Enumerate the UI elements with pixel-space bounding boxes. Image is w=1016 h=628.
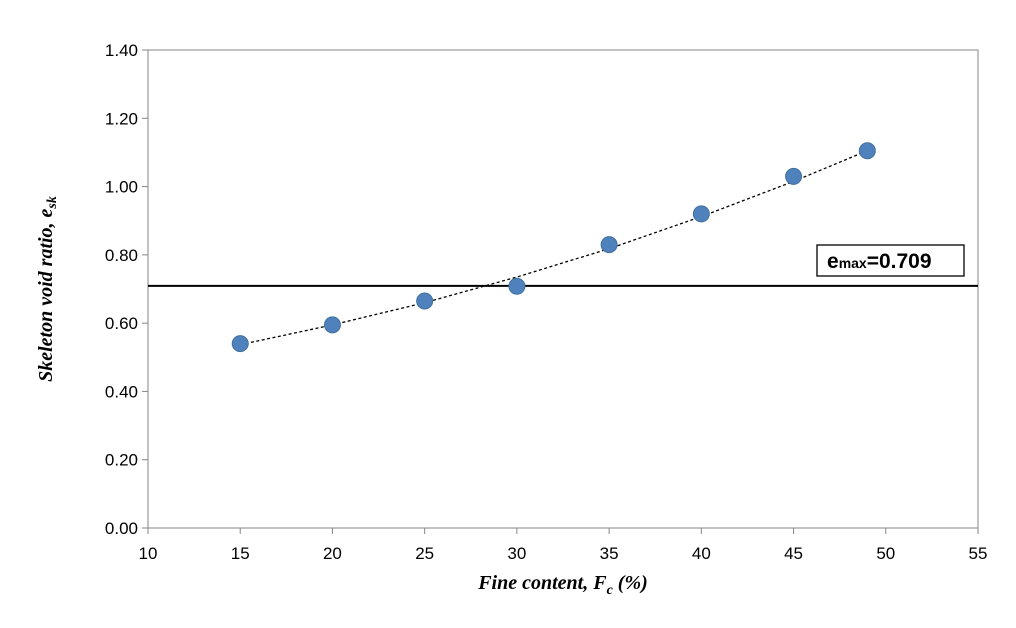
annotation-main: e [827, 250, 839, 273]
y-tick-label: 1.20 [105, 109, 138, 128]
y-tick-label: 0.40 [105, 382, 138, 401]
y-tick-label: 1.00 [105, 178, 138, 197]
y-tick-label: 0.60 [105, 314, 138, 333]
x-axis-title-main: Fine content, F [477, 572, 607, 594]
plot-area [147, 49, 979, 529]
x-axis-title-suffix: (%) [613, 572, 648, 594]
x-tick-label: 40 [692, 544, 711, 563]
x-tick-label: 55 [969, 544, 988, 563]
x-axis-title-sub: c [607, 583, 614, 598]
y-axis-title: Skeleton void ratio, esk [35, 196, 60, 382]
annotation-value: =0.709 [867, 250, 932, 273]
x-tick-label: 35 [600, 544, 619, 563]
y-tick-label: 0.20 [105, 451, 138, 470]
x-tick-label: 10 [139, 544, 158, 563]
data-point [785, 167, 803, 185]
data-point [323, 316, 341, 334]
data-point [508, 277, 526, 295]
x-tick-label: 30 [507, 544, 526, 563]
x-tick-label: 25 [415, 544, 434, 563]
y-axis-title-sub: sk [45, 196, 60, 209]
y-tick-label: 0.00 [105, 519, 138, 538]
y-axis-title-main: Skeleton void ratio, e [35, 208, 57, 381]
plot-frame [147, 49, 979, 529]
x-axis-ticks: 10 15 20 25 30 35 40 45 50 55 [139, 528, 988, 563]
annotation-box [816, 244, 965, 277]
trendline [240, 150, 868, 346]
data-point [858, 142, 876, 160]
x-tick-label: 45 [784, 544, 803, 563]
emax-annotation: emax=0.709 [816, 244, 965, 277]
data-point [600, 236, 618, 254]
annotation-text: emax=0.709 [827, 250, 932, 273]
annotation-sub: max [839, 255, 867, 271]
y-tick-label: 1.40 [105, 41, 138, 60]
x-tick-label: 15 [231, 544, 250, 563]
x-tick-label: 50 [876, 544, 895, 563]
data-point [692, 205, 710, 223]
y-axis-ticks: 0.00 0.20 0.40 0.60 0.80 1.00 1.20 1.40 [105, 41, 148, 538]
data-points [231, 142, 876, 353]
data-point [231, 335, 249, 353]
y-tick-label: 0.80 [105, 246, 138, 265]
x-tick-label: 20 [323, 544, 342, 563]
x-axis-title: Fine content, Fc (%) [477, 572, 648, 598]
data-point [416, 292, 434, 310]
